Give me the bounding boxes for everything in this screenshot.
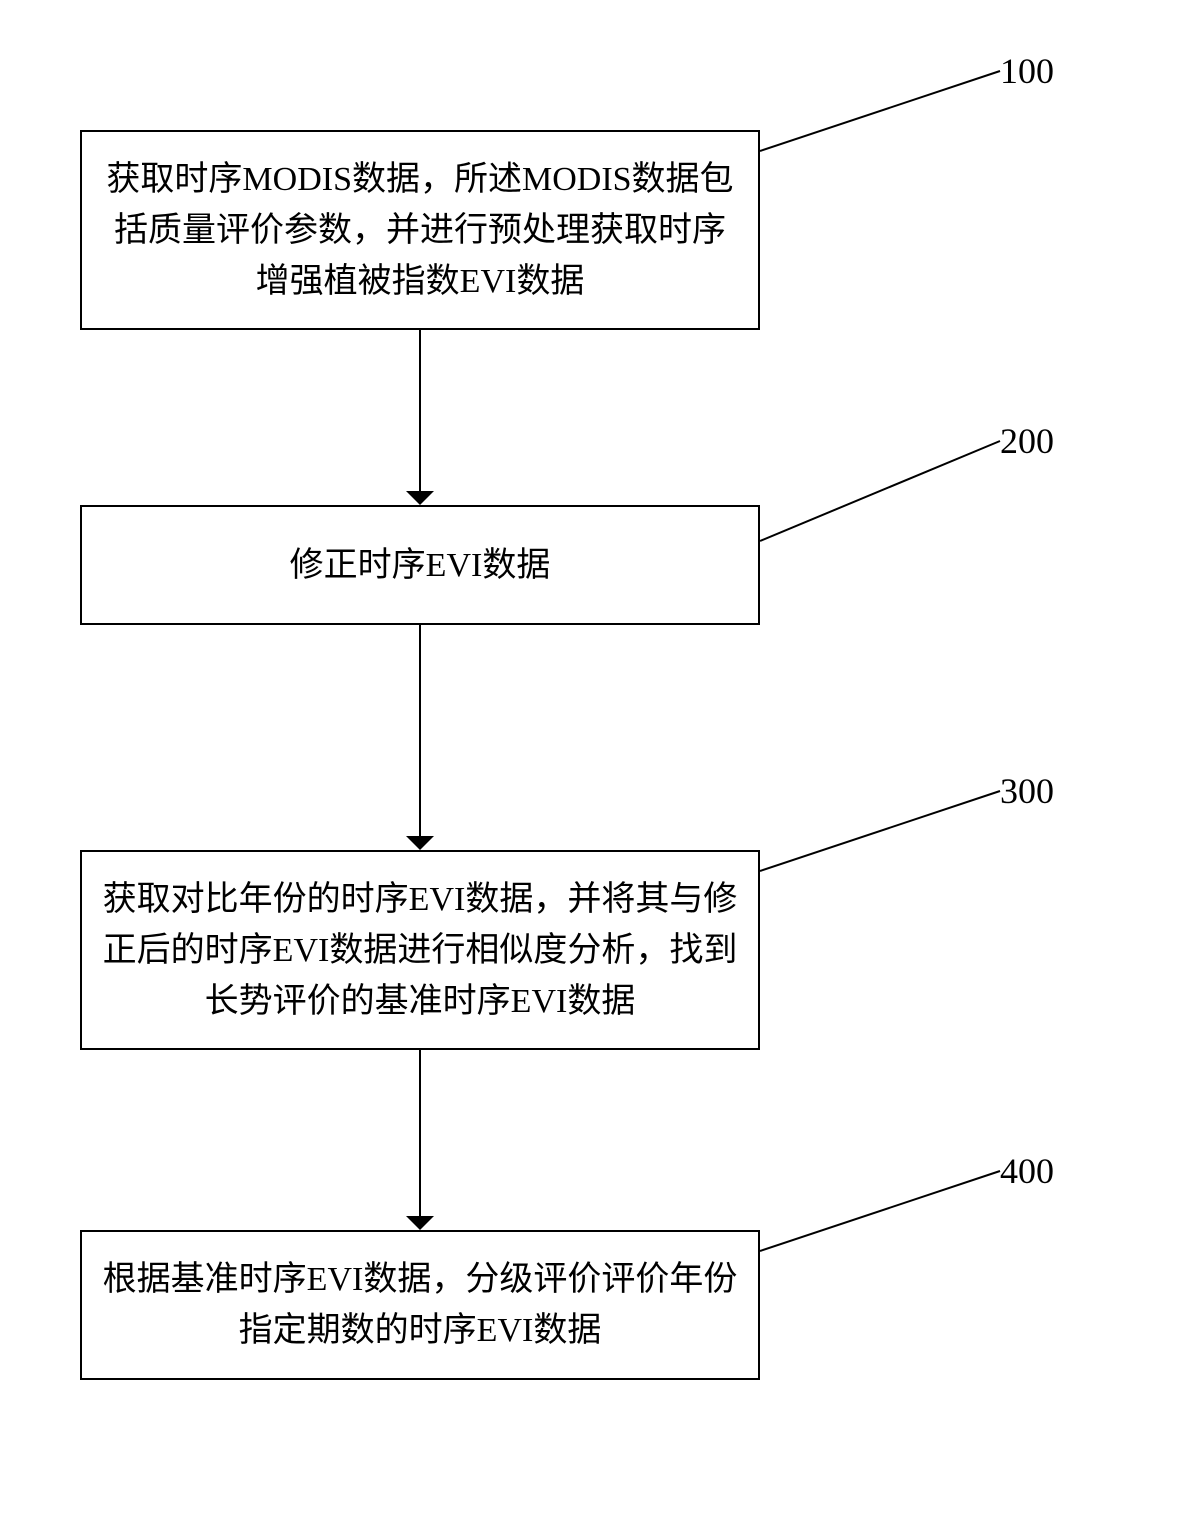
node-text: 根据基准时序EVI数据，分级评价评价年份指定期数的时序EVI数据 [98,1254,742,1356]
arrow-head-icon [406,836,434,850]
node-text: 修正时序EVI数据 [290,540,551,591]
flow-arrow [419,1050,421,1216]
node-label: 100 [1000,50,1054,92]
flowchart-node: 获取对比年份的时序EVI数据，并将其与修正后的时序EVI数据进行相似度分析，找到… [80,850,760,1050]
leader-line [760,440,1001,542]
flow-arrow [419,625,421,836]
node-label: 200 [1000,420,1054,462]
flowchart-node: 修正时序EVI数据 [80,505,760,625]
node-text: 获取对比年份的时序EVI数据，并将其与修正后的时序EVI数据进行相似度分析，找到… [98,874,742,1027]
flowchart-node: 根据基准时序EVI数据，分级评价评价年份指定期数的时序EVI数据 [80,1230,760,1380]
flow-arrow [419,330,421,491]
arrow-head-icon [406,1216,434,1230]
leader-line [760,70,1001,152]
leader-line [760,790,1001,872]
node-text: 获取时序MODIS数据，所述MODIS数据包括质量评价参数，并进行预处理获取时序… [98,154,742,307]
node-label: 400 [1000,1150,1054,1192]
node-label: 300 [1000,770,1054,812]
leader-line [760,1170,1001,1252]
arrow-head-icon [406,491,434,505]
flowchart-node: 获取时序MODIS数据，所述MODIS数据包括质量评价参数，并进行预处理获取时序… [80,130,760,330]
flowchart-canvas: 获取时序MODIS数据，所述MODIS数据包括质量评价参数，并进行预处理获取时序… [0,0,1200,1536]
